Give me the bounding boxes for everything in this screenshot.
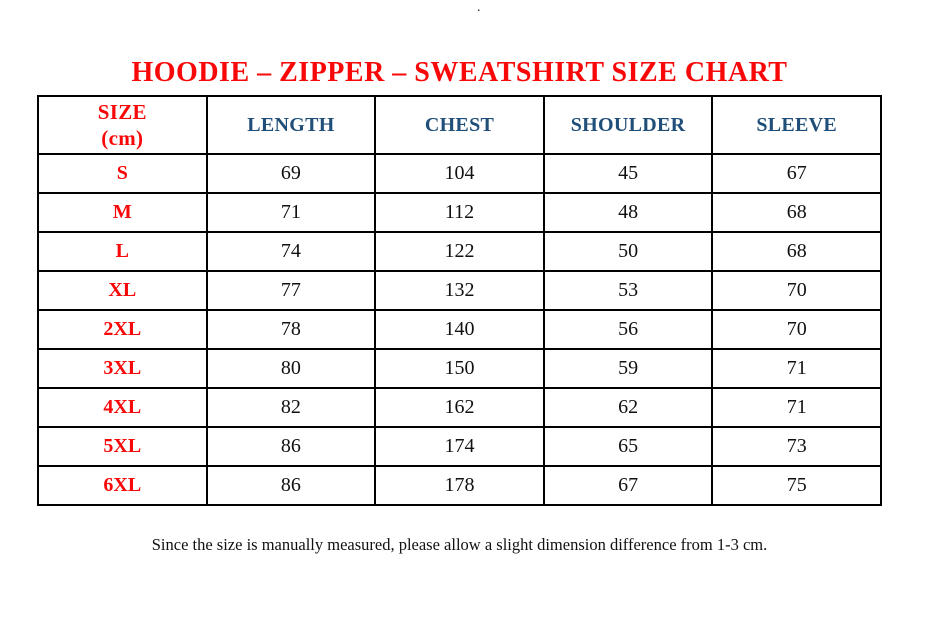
column-header-size-cm: SIZE (cm) — [37, 95, 208, 155]
size-label: S — [37, 153, 208, 194]
table-row-m: M 71 112 48 68 — [37, 192, 882, 233]
value-cell: 174 — [374, 426, 545, 467]
table-row-xl: XL 77 132 53 70 — [37, 270, 882, 311]
value-cell: 71 — [205, 192, 377, 233]
value-cell: 65 — [542, 426, 714, 467]
value-cell: 132 — [374, 270, 545, 311]
table-row-s: S 69 104 45 67 — [37, 153, 882, 194]
value-cell: 178 — [374, 465, 545, 506]
column-header-length: LENGTH — [205, 95, 377, 155]
value-cell: 80 — [205, 348, 377, 389]
value-cell: 69 — [205, 153, 377, 194]
table-row-5xl: 5XL 86 174 65 73 — [37, 426, 882, 467]
size-label: 2XL — [37, 309, 208, 350]
header-row: SIZE (cm) LENGTH CHEST SHOULDER SLEEVE — [37, 95, 882, 155]
page-title: HOODIE – ZIPPER – SWEATSHIRT SIZE CHART — [131, 56, 788, 88]
value-cell: 68 — [711, 192, 882, 233]
size-label: 4XL — [37, 387, 208, 428]
value-cell: 62 — [542, 387, 714, 428]
value-cell: 45 — [542, 153, 714, 194]
value-cell: 86 — [205, 426, 377, 467]
value-cell: 67 — [542, 465, 714, 506]
value-cell: 70 — [711, 270, 882, 311]
value-cell: 67 — [711, 153, 882, 194]
value-cell: 150 — [374, 348, 545, 389]
value-cell: 56 — [542, 309, 714, 350]
column-header-shoulder: SHOULDER — [542, 95, 714, 155]
table-row-l: L 74 122 50 68 — [37, 231, 882, 272]
value-cell: 48 — [542, 192, 714, 233]
table-row-3xl: 3XL 80 150 59 71 — [37, 348, 882, 389]
value-cell: 59 — [542, 348, 714, 389]
value-cell: 68 — [711, 231, 882, 272]
column-header-sleeve: SLEEVE — [711, 95, 882, 155]
column-header-chest: CHEST — [374, 95, 545, 155]
value-cell: 73 — [711, 426, 882, 467]
size-label: 5XL — [37, 426, 208, 467]
value-cell: 140 — [374, 309, 545, 350]
size-label: XL — [37, 270, 208, 311]
size-label: M — [37, 192, 208, 233]
value-cell: 74 — [205, 231, 377, 272]
table-row-6xl: 6XL 86 178 67 75 — [37, 465, 882, 506]
value-cell: 71 — [711, 348, 882, 389]
value-cell: 162 — [374, 387, 545, 428]
stray-period-mark: . — [477, 0, 481, 15]
value-cell: 75 — [711, 465, 882, 506]
size-label: 3XL — [37, 348, 208, 389]
value-cell: 122 — [374, 231, 545, 272]
table-row-4xl: 4XL 82 162 62 71 — [37, 387, 882, 428]
size-label: 6XL — [37, 465, 208, 506]
value-cell: 82 — [205, 387, 377, 428]
value-cell: 53 — [542, 270, 714, 311]
value-cell: 78 — [205, 309, 377, 350]
value-cell: 86 — [205, 465, 377, 506]
value-cell: 71 — [711, 387, 882, 428]
value-cell: 112 — [374, 192, 545, 233]
size-label: L — [37, 231, 208, 272]
value-cell: 50 — [542, 231, 714, 272]
value-cell: 104 — [374, 153, 545, 194]
value-cell: 77 — [205, 270, 377, 311]
table-row-2xl: 2XL 78 140 56 70 — [37, 309, 882, 350]
size-chart-table: SIZE (cm) LENGTH CHEST SHOULDER SLEEVE S… — [37, 95, 882, 506]
value-cell: 70 — [711, 309, 882, 350]
footnote-text: Since the size is manually measured, ple… — [151, 535, 768, 554]
